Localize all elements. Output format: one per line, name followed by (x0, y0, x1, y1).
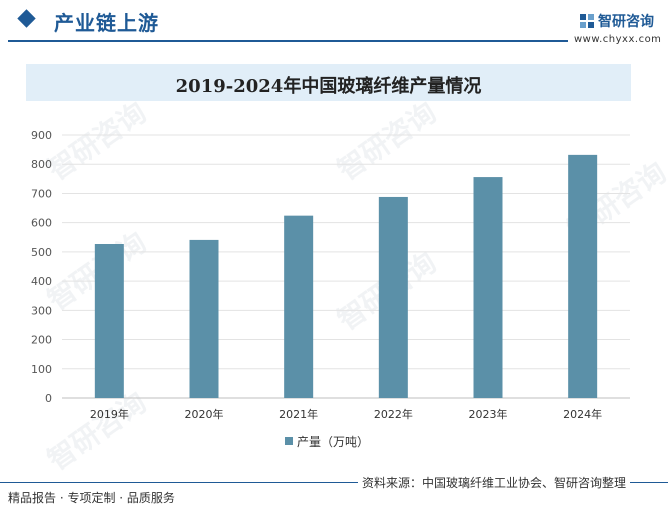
x-tick-label: 2022年 (374, 407, 413, 421)
y-tick-label: 700 (31, 187, 52, 200)
x-tick-label: 2021年 (279, 407, 318, 421)
header-divider (8, 40, 568, 42)
y-tick-label: 200 (31, 334, 52, 347)
x-tick-label: 2024年 (563, 407, 602, 421)
header: 产业链上游 智研咨询 www.chyxx.com (0, 0, 668, 48)
bar (473, 177, 503, 398)
y-tick-label: 400 (31, 275, 52, 288)
y-tick-label: 300 (31, 304, 52, 317)
diamond-icon (17, 9, 36, 28)
chart-title-band: 2019-2024年中国玻璃纤维产量情况 (26, 64, 631, 101)
brand-name: 智研咨询 (598, 14, 654, 30)
x-tick-label: 2019年 (90, 407, 129, 421)
y-tick-label: 800 (31, 158, 52, 171)
legend-swatch (285, 437, 293, 445)
footer-divider (0, 482, 668, 483)
y-tick-label: 500 (31, 246, 52, 259)
y-tick-label: 900 (31, 129, 52, 142)
y-tick-label: 600 (31, 217, 52, 230)
x-tick-label: 2023年 (469, 407, 508, 421)
bar (568, 154, 598, 398)
legend: 产量（万吨） (285, 433, 369, 449)
bar (284, 215, 314, 398)
source-note: 资料来源：中国玻璃纤维工业协会、智研咨询整理 (358, 474, 631, 491)
brand-logo-icon (580, 14, 594, 28)
y-tick-label: 0 (45, 392, 52, 405)
bar (378, 196, 408, 398)
bar (189, 239, 219, 398)
brand-url: www.chyxx.com (574, 34, 662, 45)
page-title: 产业链上游 (54, 11, 159, 35)
bar-chart: 0 100 200 300 400 500 600 700 800 900 2019年 2020年 20… (31, 129, 630, 421)
bar (94, 243, 124, 398)
legend-label: 产量（万吨） (297, 434, 370, 449)
chart-title: 2019-2024年中国玻璃纤维产量情况 (175, 76, 482, 97)
x-tick-label: 2020年 (185, 407, 224, 421)
footer-tagline: 精品报告 · 专项定制 · 品质服务 (8, 491, 175, 505)
y-tick-label: 100 (31, 363, 52, 376)
